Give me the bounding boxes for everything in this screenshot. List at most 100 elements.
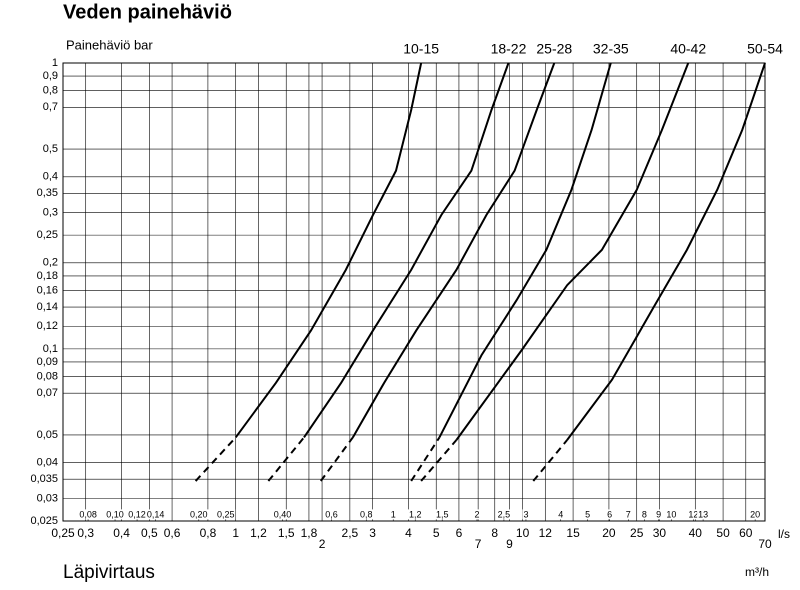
x-tick-label: 60	[739, 526, 753, 540]
x2-tick-label: 20	[750, 509, 760, 519]
x-tick-label: 25	[630, 526, 644, 540]
x2-tick-label: 0,25	[217, 509, 235, 519]
x2-label-bg	[407, 509, 423, 520]
y-tick-label: 0,2	[43, 257, 58, 269]
x2-tick-label: 2,5	[498, 509, 511, 519]
y-tick-label: 0,035	[30, 473, 58, 485]
x-tick-label: 4	[405, 526, 412, 540]
x2-label-bg	[749, 509, 762, 520]
x-tick-label: 0,3	[77, 526, 94, 540]
x-tick-label: 2,5	[342, 526, 359, 540]
x2-label-bg	[522, 509, 530, 520]
x2-tick-label: 1	[391, 509, 396, 519]
x2-tick-label: 12	[688, 509, 698, 519]
y-tick-label: 0,8	[43, 85, 58, 97]
y-tick-label: 0,07	[37, 387, 58, 399]
x2-tick-label: 0,40	[274, 509, 292, 519]
x2-label-bg	[359, 509, 374, 520]
y-tick-label: 0,05	[37, 429, 58, 441]
x2-tick-label: 10	[666, 509, 676, 519]
x2-label-bg	[389, 509, 397, 520]
y-tick-label: 0,9	[43, 70, 58, 82]
curve	[351, 62, 556, 438]
series-label: 32-35	[593, 41, 629, 57]
x-tick-label: 1,2	[250, 526, 267, 540]
x2-label-bg	[655, 509, 663, 520]
x2-label-bg	[687, 509, 700, 520]
x2-label-bg	[272, 509, 293, 520]
y-tick-label: 0,3	[43, 206, 58, 218]
y-tick-label: 0,18	[37, 270, 58, 282]
series-label: 25-28	[536, 41, 572, 57]
x2-tick-label: 0,6	[325, 509, 338, 519]
x2-tick-label: 1,2	[409, 509, 422, 519]
curve-extension	[532, 439, 568, 482]
curve	[303, 62, 510, 439]
x2-label-bg	[584, 509, 592, 520]
x-tick-label: 8	[491, 526, 498, 540]
x2-label-bg	[105, 509, 125, 520]
y-tick-label: 0,35	[37, 187, 58, 199]
curve	[234, 62, 423, 439]
x-tick-label: 40	[689, 526, 703, 540]
x-tick-label: 0,4	[113, 526, 130, 540]
x-tick-label: 2	[319, 537, 326, 551]
x2-label-bg	[665, 509, 678, 520]
x2-tick-label: 7	[626, 509, 631, 519]
y-tick-label: 0,4	[43, 171, 58, 183]
y-tick-label: 0,12	[37, 320, 58, 332]
x2-tick-label: 9	[656, 509, 661, 519]
x-tick-label: 20	[602, 526, 616, 540]
x2-label-bg	[640, 509, 648, 520]
x2-label-bg	[434, 509, 450, 520]
y-tick-label: 0,25	[37, 229, 58, 241]
curve	[566, 62, 766, 441]
x2-label-bg	[624, 509, 632, 520]
x-tick-label: 5	[433, 526, 440, 540]
x-tick-label: 0,5	[141, 526, 158, 540]
x-tick-label: 7	[475, 537, 482, 551]
x2-tick-label: 6	[607, 509, 612, 519]
x-tick-label: 9	[506, 537, 513, 551]
x2-tick-label: 0,12	[128, 509, 146, 519]
curve-extension	[410, 436, 441, 482]
y-tick-label: 0,7	[43, 101, 58, 113]
x2-label-bg	[189, 509, 209, 520]
curve-extension	[194, 436, 237, 482]
x2-tick-label: 4	[558, 509, 563, 519]
curve	[455, 62, 690, 441]
curve	[438, 62, 612, 438]
x2-tick-label: 0,08	[79, 509, 97, 519]
x2-label-bg	[215, 509, 236, 520]
x-tick-label: 1,5	[278, 526, 295, 540]
x-tick-label: 1,8	[301, 526, 318, 540]
x2-label-bg	[473, 509, 481, 520]
y-axis-label: Painehäviö bar	[66, 37, 153, 52]
series-label: 40-42	[670, 41, 706, 57]
x-tick-label: 12	[539, 526, 553, 540]
y-tick-label: 0,1	[43, 343, 58, 355]
x-tick-label: 3	[369, 526, 376, 540]
y-tick-label: 0,09	[37, 356, 58, 368]
series-label: 50-54	[747, 41, 783, 57]
x2-tick-label: 0,8	[360, 509, 373, 519]
x-tick-label: 10	[516, 526, 530, 540]
x2-tick-label: 8	[642, 509, 647, 519]
y-tick-label: 0,08	[37, 370, 58, 382]
x-tick-label: 0,8	[200, 526, 217, 540]
x-tick-label: 1	[232, 526, 239, 540]
curve-extension	[267, 436, 305, 482]
x-tick-label: 30	[653, 526, 667, 540]
y-tick-label: 0,03	[37, 492, 58, 504]
x-tick-label: 0,6	[164, 526, 181, 540]
x-tick-label: 70	[758, 537, 772, 551]
x2-label-bg	[557, 509, 565, 520]
y-tick-label: 0,04	[37, 457, 58, 469]
x2-label-bg	[606, 509, 614, 520]
x2-tick-label: 1,5	[436, 509, 449, 519]
x-tick-label: 0,25	[51, 526, 75, 540]
y-tick-label: 1	[52, 57, 58, 69]
x2-tick-label: 13	[698, 509, 708, 519]
